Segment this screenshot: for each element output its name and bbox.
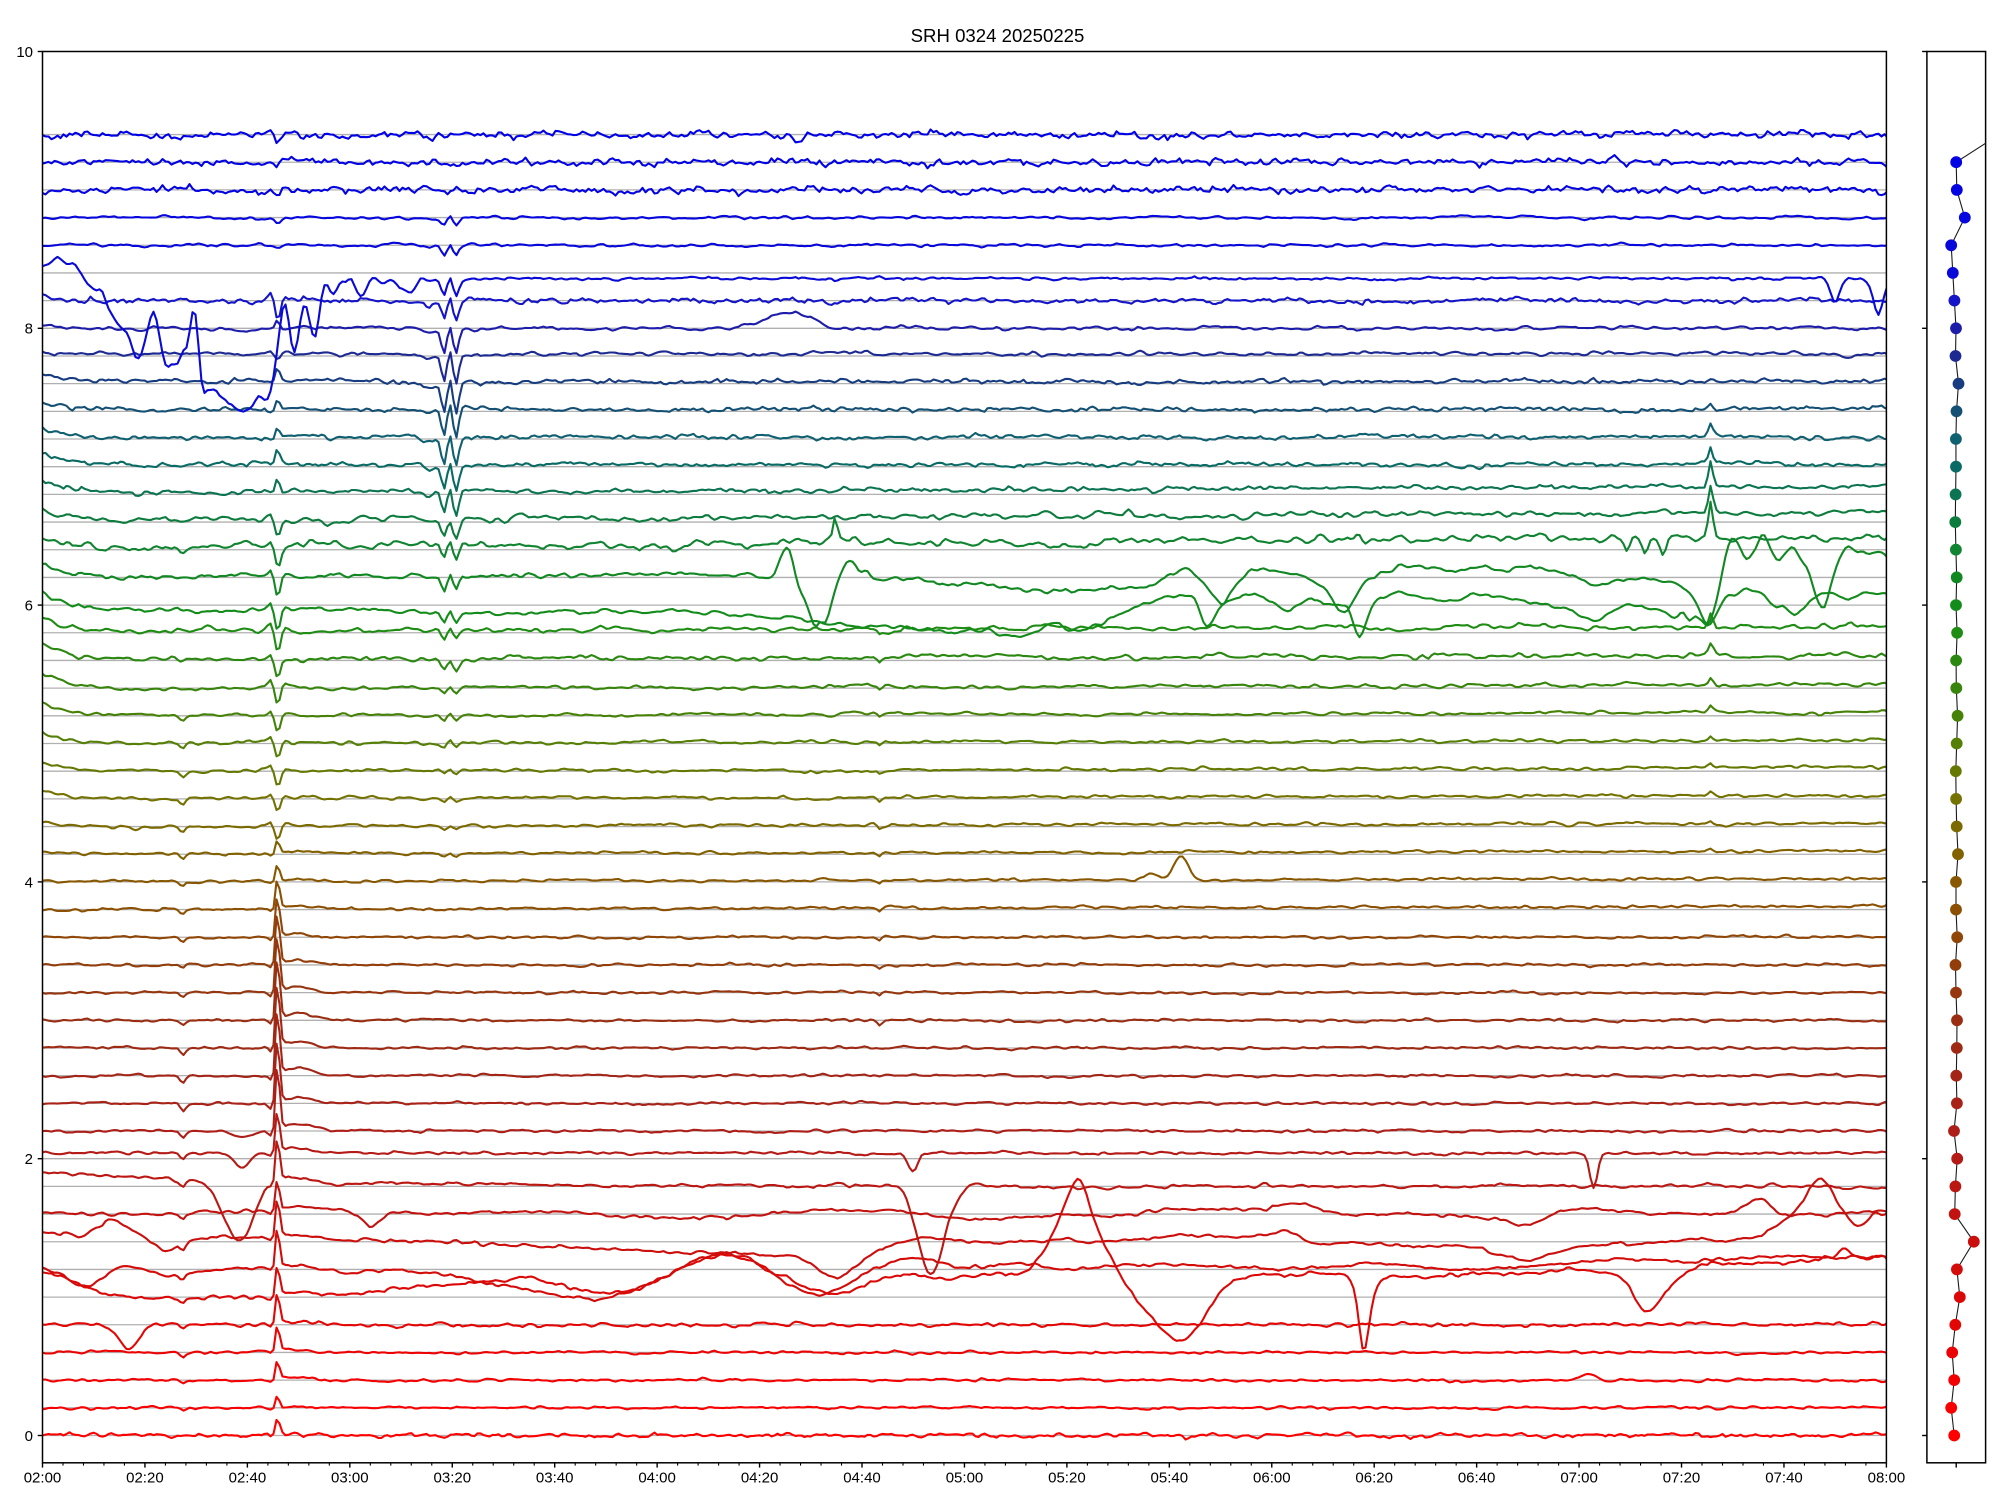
svg-text:2: 2 (25, 1151, 33, 1168)
svg-text:0: 0 (25, 1428, 33, 1445)
svg-text:10: 10 (16, 44, 33, 61)
svg-text:06:00: 06:00 (1253, 1470, 1291, 1487)
svg-text:05:00: 05:00 (946, 1470, 984, 1487)
svg-text:07:40: 07:40 (1765, 1470, 1803, 1487)
svg-text:06:40: 06:40 (1458, 1470, 1496, 1487)
svg-text:04:00: 04:00 (638, 1470, 676, 1487)
svg-text:04:20: 04:20 (741, 1470, 779, 1487)
svg-text:03:00: 03:00 (331, 1470, 369, 1487)
svg-text:03:40: 03:40 (536, 1470, 574, 1487)
svg-text:8: 8 (25, 321, 33, 338)
svg-text:04:40: 04:40 (843, 1470, 881, 1487)
svg-text:02:40: 02:40 (229, 1470, 267, 1487)
svg-text:02:20: 02:20 (126, 1470, 164, 1487)
svg-text:07:00: 07:00 (1560, 1470, 1598, 1487)
svg-text:6: 6 (25, 598, 33, 615)
svg-text:08:00: 08:00 (1868, 1470, 1906, 1487)
svg-text:SRH 0324 20250225: SRH 0324 20250225 (911, 25, 1085, 46)
svg-text:02:00: 02:00 (24, 1470, 62, 1487)
svg-text:06:20: 06:20 (1355, 1470, 1393, 1487)
svg-text:03:20: 03:20 (434, 1470, 472, 1487)
svg-text:07:20: 07:20 (1663, 1470, 1701, 1487)
svg-text:05:40: 05:40 (1151, 1470, 1189, 1487)
svg-text:05:20: 05:20 (1048, 1470, 1086, 1487)
svg-text:4: 4 (25, 874, 33, 891)
